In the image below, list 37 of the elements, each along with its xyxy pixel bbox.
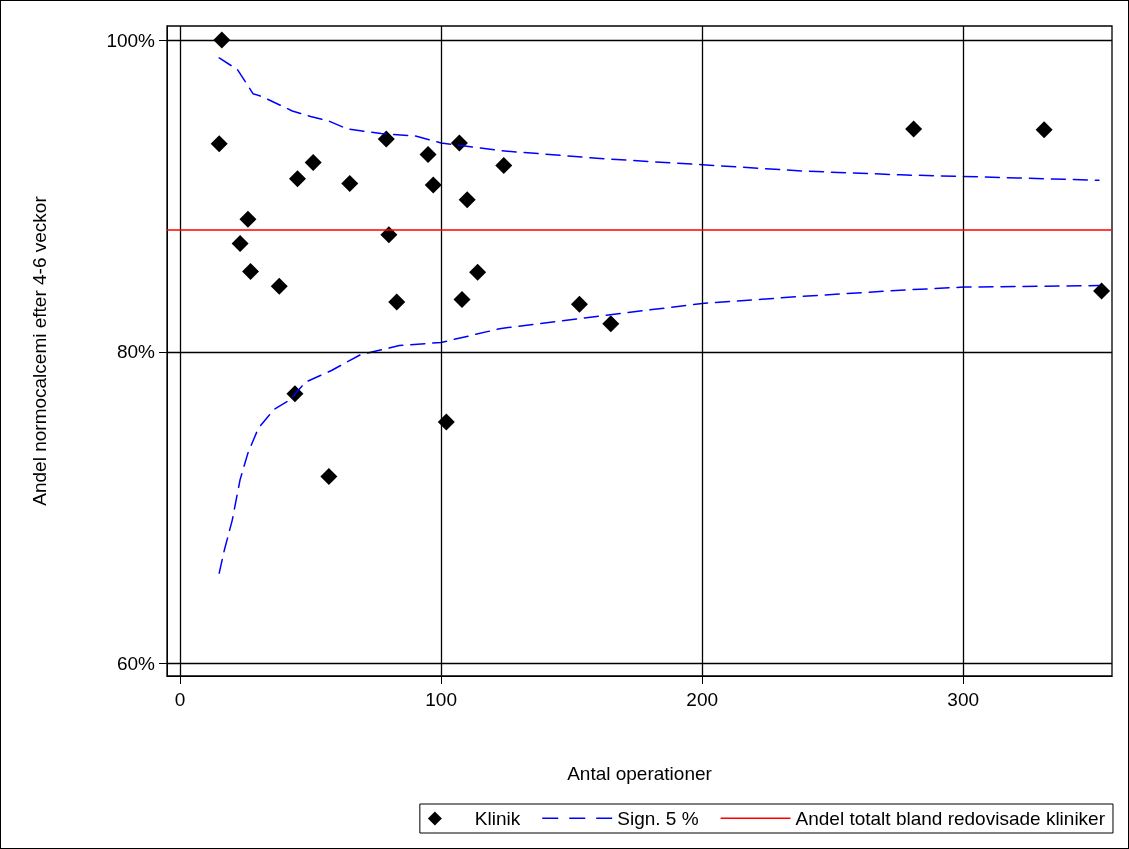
x-axis-title: Antal operationer — [567, 763, 713, 784]
y-tick-label: 80% — [116, 341, 156, 363]
point — [469, 263, 487, 281]
point — [570, 295, 588, 313]
point — [242, 263, 260, 280]
point — [388, 293, 406, 311]
x-tick-label: 200 — [686, 689, 718, 710]
point — [495, 157, 513, 175]
point — [270, 277, 288, 295]
point — [905, 120, 923, 138]
point — [377, 130, 395, 148]
point — [304, 153, 322, 171]
point — [437, 413, 455, 431]
point — [424, 176, 442, 194]
x-tick-label: 0 — [174, 689, 186, 710]
line-series — [218, 57, 1100, 182]
point — [289, 170, 307, 188]
point — [320, 467, 338, 485]
point — [1035, 121, 1053, 139]
x-tick-label: 300 — [947, 689, 980, 710]
legend-label: Sign. 5 % — [617, 808, 699, 829]
legend-label: Klinik — [474, 808, 521, 829]
y-axis-title: Andel normocalcemi efter 4-6 veckor — [29, 195, 50, 506]
point — [231, 234, 249, 252]
point — [458, 191, 476, 209]
point — [341, 174, 359, 192]
point — [419, 146, 437, 164]
legend-label: Andel totalt bland redovisade kliniker — [795, 808, 1106, 829]
point — [210, 135, 228, 153]
point — [602, 315, 620, 333]
point — [453, 291, 471, 309]
point — [239, 210, 257, 228]
y-tick-label: 60% — [116, 653, 156, 675]
y-tick-label: 100% — [106, 29, 156, 51]
point — [450, 134, 468, 152]
x-tick-label: 100 — [425, 689, 457, 710]
point — [1093, 282, 1111, 300]
